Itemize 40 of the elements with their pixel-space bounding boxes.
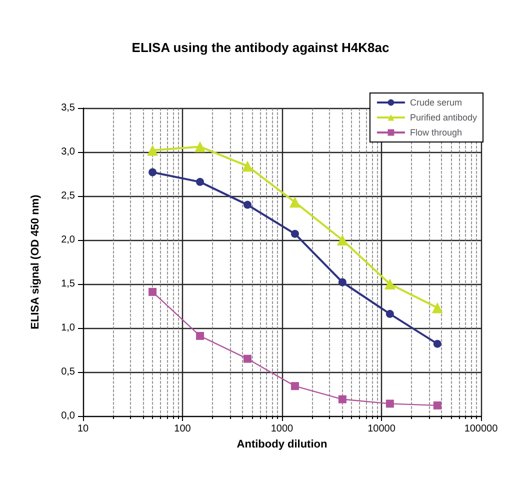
point	[148, 168, 157, 176]
point	[384, 278, 396, 290]
x-tick-label: 10000	[368, 424, 396, 434]
point	[196, 178, 204, 186]
point	[196, 332, 204, 340]
point	[290, 382, 299, 390]
x-tick-label: 1000	[270, 424, 294, 434]
point	[147, 144, 158, 156]
point	[433, 340, 442, 348]
x-tick-label: 100000	[464, 424, 498, 434]
x-tick-label: 10	[77, 424, 89, 434]
y-tick-label: 2,0	[61, 234, 76, 246]
point	[386, 310, 394, 318]
point	[433, 401, 442, 410]
y-tick-label: 0,0	[61, 410, 76, 422]
point	[386, 400, 394, 408]
point	[336, 234, 348, 246]
y-tick-label: 0,5	[61, 366, 76, 378]
y-tick-label: 1,0	[61, 322, 76, 334]
x-tick-label: 100	[174, 424, 192, 434]
point	[290, 230, 299, 238]
point	[148, 288, 157, 296]
legend-label: Purified antibody	[410, 112, 478, 122]
point	[243, 354, 252, 363]
y-tick-label: 1,5	[61, 278, 76, 290]
point	[338, 278, 346, 286]
y-tick-label: 3,5	[61, 102, 76, 114]
point	[289, 196, 300, 208]
y-axis-title: ELISA signal (OD 450 nm)	[30, 194, 42, 330]
legend-label: Flow through	[410, 128, 462, 138]
point	[338, 395, 346, 404]
legend-label: Crude serum	[410, 98, 462, 108]
point	[244, 200, 252, 209]
point	[432, 302, 443, 314]
y-tick-label: 3,0	[61, 146, 76, 158]
point	[242, 160, 253, 172]
x-axis-title: Antibody dilution	[236, 438, 328, 450]
point	[194, 141, 206, 152]
y-tick-label: 2,5	[61, 190, 76, 202]
chart-title: ELISA using the antibody against H4K8ac	[132, 40, 390, 55]
